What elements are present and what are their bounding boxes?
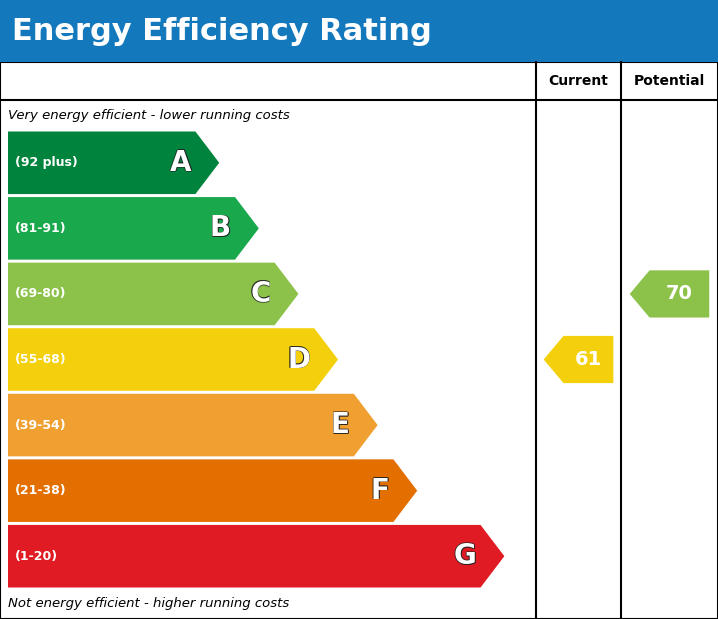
- Text: C: C: [250, 280, 270, 308]
- Text: B: B: [210, 214, 232, 243]
- Text: D: D: [288, 345, 311, 373]
- Text: G: G: [454, 542, 477, 570]
- Text: B: B: [210, 215, 231, 243]
- Text: E: E: [332, 411, 350, 439]
- Text: D: D: [286, 345, 309, 373]
- Text: G: G: [454, 543, 477, 571]
- Text: F: F: [370, 477, 389, 504]
- Text: D: D: [287, 346, 310, 374]
- Text: G: G: [454, 543, 477, 571]
- Text: (1-20): (1-20): [15, 550, 58, 563]
- Text: E: E: [331, 412, 350, 440]
- Text: D: D: [286, 345, 309, 373]
- Text: C: C: [250, 280, 270, 308]
- Bar: [0, 0, 718, 62]
- Text: Current: Current: [549, 74, 608, 88]
- Text: C: C: [251, 279, 271, 307]
- Text: (69-80): (69-80): [15, 287, 67, 300]
- Text: E: E: [330, 412, 350, 439]
- Text: Not energy efficient - higher running costs: Not energy efficient - higher running co…: [8, 597, 289, 610]
- Text: A: A: [170, 148, 192, 176]
- Text: E: E: [330, 410, 350, 439]
- Polygon shape: [8, 525, 504, 587]
- Text: C: C: [250, 279, 270, 308]
- Text: E: E: [331, 410, 350, 438]
- Text: F: F: [370, 476, 389, 504]
- Text: B: B: [209, 214, 230, 243]
- Text: A: A: [169, 149, 191, 177]
- Text: E: E: [332, 412, 350, 439]
- Polygon shape: [8, 131, 219, 194]
- Polygon shape: [544, 336, 613, 383]
- Text: 61: 61: [575, 350, 602, 369]
- Polygon shape: [8, 394, 378, 456]
- Text: 70: 70: [666, 284, 693, 303]
- Text: D: D: [288, 345, 311, 373]
- Polygon shape: [8, 328, 338, 391]
- Text: G: G: [454, 542, 477, 569]
- Text: A: A: [170, 149, 192, 177]
- Text: C: C: [251, 280, 271, 308]
- Text: A: A: [170, 149, 192, 176]
- Text: (55-68): (55-68): [15, 353, 67, 366]
- Text: E: E: [332, 410, 350, 439]
- Text: G: G: [453, 542, 476, 570]
- Text: D: D: [286, 346, 309, 374]
- Text: A: A: [170, 150, 192, 178]
- Polygon shape: [630, 271, 709, 318]
- Text: G: G: [453, 543, 476, 571]
- Text: F: F: [371, 477, 390, 505]
- Text: F: F: [371, 476, 390, 504]
- Text: F: F: [371, 477, 390, 504]
- Text: C: C: [251, 280, 271, 308]
- Text: B: B: [210, 214, 231, 243]
- Bar: [0, 62, 718, 619]
- Polygon shape: [8, 262, 299, 325]
- Text: Energy Efficiency Rating: Energy Efficiency Rating: [12, 17, 432, 46]
- Text: B: B: [210, 214, 230, 242]
- Text: F: F: [370, 477, 388, 504]
- Text: D: D: [287, 345, 310, 373]
- Text: B: B: [210, 214, 231, 241]
- Text: D: D: [287, 345, 310, 373]
- Text: G: G: [454, 542, 477, 570]
- Text: E: E: [330, 411, 349, 439]
- Text: E: E: [331, 411, 350, 439]
- Text: A: A: [169, 149, 191, 176]
- Text: B: B: [210, 215, 231, 243]
- Text: (39-54): (39-54): [15, 418, 67, 431]
- Text: G: G: [453, 542, 476, 569]
- Text: C: C: [251, 280, 271, 309]
- Polygon shape: [8, 197, 258, 259]
- Text: C: C: [251, 279, 271, 308]
- Text: D: D: [288, 346, 311, 374]
- Text: Potential: Potential: [634, 74, 705, 88]
- Text: A: A: [169, 149, 191, 177]
- Text: A: A: [171, 149, 192, 177]
- Text: Very energy efficient - lower running costs: Very energy efficient - lower running co…: [8, 108, 290, 121]
- Text: F: F: [370, 477, 389, 505]
- Text: A: A: [170, 149, 192, 177]
- Text: (92 plus): (92 plus): [15, 156, 78, 169]
- Text: (21-38): (21-38): [15, 484, 67, 497]
- Text: B: B: [210, 214, 231, 242]
- Text: C: C: [251, 280, 271, 308]
- Text: B: B: [210, 215, 230, 243]
- Text: (81-91): (81-91): [15, 222, 67, 235]
- Text: F: F: [370, 476, 389, 504]
- Polygon shape: [8, 459, 417, 522]
- Text: G: G: [454, 542, 477, 569]
- Text: F: F: [370, 477, 389, 505]
